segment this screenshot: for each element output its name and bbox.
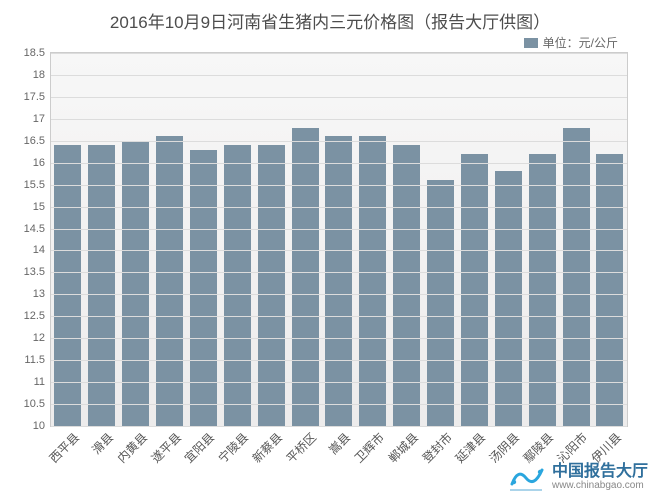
bar-slot: 沁阳市 (559, 53, 593, 426)
gridline (51, 338, 627, 339)
bar (224, 145, 251, 426)
xtick-label: 新蔡县 (246, 426, 286, 466)
legend-swatch (524, 38, 538, 48)
gridline (51, 229, 627, 230)
ytick-label: 17.5 (24, 91, 51, 103)
gridline (51, 207, 627, 208)
bar-slot: 嵩县 (322, 53, 356, 426)
ytick-label: 13 (33, 288, 51, 300)
xtick-label: 汤阴县 (483, 426, 523, 466)
xtick-label: 遂平县 (144, 426, 184, 466)
ytick-label: 14.5 (24, 223, 51, 235)
watermark-main: 中国报告大厅 (552, 464, 648, 481)
xtick-label: 沁阳市 (551, 426, 591, 466)
logo-icon (508, 464, 544, 492)
bar (122, 141, 149, 426)
ytick-label: 15.5 (24, 179, 51, 191)
ytick-label: 17 (33, 113, 51, 125)
gridline (51, 294, 627, 295)
bar (393, 145, 420, 426)
gridline (51, 53, 627, 54)
bar (190, 150, 217, 426)
bars-container: 西平县滑县内黄县遂平县宜阳县宁陵县新蔡县平桥区嵩县卫辉市郸城县登封市延津县汤阴县… (51, 53, 627, 426)
ytick-label: 13.5 (24, 266, 51, 278)
bar-slot: 宁陵县 (220, 53, 254, 426)
ytick-label: 10.5 (24, 398, 51, 410)
bar-slot: 平桥区 (288, 53, 322, 426)
ytick-label: 16.5 (24, 135, 51, 147)
bar-slot: 卫辉市 (356, 53, 390, 426)
watermark-sub: www.chinabgao.com (552, 481, 648, 492)
xtick-label: 卫辉市 (347, 426, 387, 466)
bar (495, 171, 522, 426)
ytick-label: 12.5 (24, 310, 51, 322)
bar-slot: 鄢陵县 (525, 53, 559, 426)
bar (88, 145, 115, 426)
bar-slot: 滑县 (85, 53, 119, 426)
gridline (51, 97, 627, 98)
bar-slot: 汤阴县 (491, 53, 525, 426)
xtick-label: 宜阳县 (178, 426, 218, 466)
plot-area: 西平县滑县内黄县遂平县宜阳县宁陵县新蔡县平桥区嵩县卫辉市郸城县登封市延津县汤阴县… (50, 52, 628, 427)
gridline (51, 141, 627, 142)
xtick-label: 伊川县 (584, 426, 624, 466)
gridline (51, 272, 627, 273)
watermark: 中国报告大厅 www.chinabgao.com (508, 464, 648, 492)
ytick-label: 12 (33, 332, 51, 344)
bar (427, 180, 454, 426)
bar (461, 154, 488, 426)
legend-label: 单位：元/公斤 (543, 34, 618, 51)
gridline (51, 316, 627, 317)
bar (529, 154, 556, 426)
ytick-label: 18.5 (24, 47, 51, 59)
ytick-label: 11 (34, 376, 51, 388)
bar-slot: 延津县 (458, 53, 492, 426)
bar (54, 145, 81, 426)
bar-slot: 遂平县 (153, 53, 187, 426)
ytick-label: 11.5 (24, 354, 51, 366)
gridline (51, 75, 627, 76)
gridline (51, 404, 627, 405)
gridline (51, 382, 627, 383)
bar-slot: 西平县 (51, 53, 85, 426)
xtick-label: 西平县 (42, 426, 82, 466)
ytick-label: 10 (33, 420, 51, 432)
bar-slot: 郸城县 (390, 53, 424, 426)
gridline (51, 119, 627, 120)
xtick-label: 郸城县 (381, 426, 421, 466)
gridline (51, 185, 627, 186)
chart-title: 2016年10月9日河南省生猪内三元价格图（报告大厅供图） (0, 8, 660, 33)
ytick-label: 16 (33, 157, 51, 169)
xtick-label: 宁陵县 (212, 426, 252, 466)
legend: 单位：元/公斤 (524, 34, 618, 51)
xtick-label: 登封市 (415, 426, 455, 466)
xtick-label: 延津县 (449, 426, 489, 466)
ytick-label: 15 (33, 201, 51, 213)
bar-slot: 登封市 (424, 53, 458, 426)
ytick-label: 18 (33, 69, 51, 81)
watermark-text: 中国报告大厅 www.chinabgao.com (552, 464, 648, 491)
bar-slot: 内黄县 (119, 53, 153, 426)
gridline (51, 250, 627, 251)
ytick-label: 14 (33, 244, 51, 256)
gridline (51, 163, 627, 164)
gridline (51, 426, 627, 427)
xtick-label: 鄢陵县 (517, 426, 557, 466)
bar-slot: 宜阳县 (187, 53, 221, 426)
bar (596, 154, 623, 426)
bar-slot: 新蔡县 (254, 53, 288, 426)
xtick-label: 内黄县 (110, 426, 150, 466)
xtick-label: 平桥区 (280, 426, 320, 466)
chart-container: 2016年10月9日河南省生猪内三元价格图（报告大厅供图） 单位：元/公斤 西平… (0, 0, 660, 500)
bar-slot: 伊川县 (593, 53, 627, 426)
bar (258, 145, 285, 426)
gridline (51, 360, 627, 361)
